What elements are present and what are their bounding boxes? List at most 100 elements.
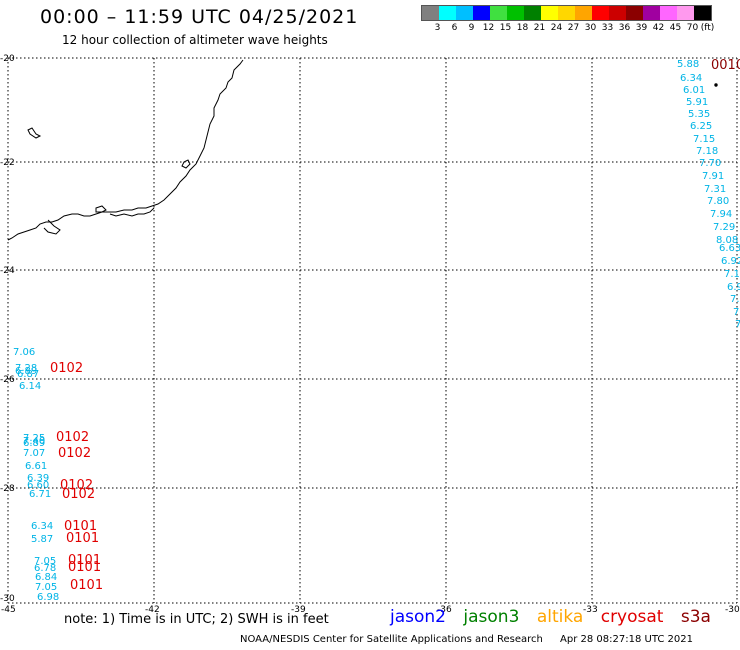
legend-swatch <box>456 6 473 20</box>
coastline <box>7 59 718 241</box>
pass-time-label: 0102 <box>60 478 93 493</box>
legend-swatch <box>473 6 490 20</box>
pass-time-label: 0101 <box>70 578 103 593</box>
wave-height-value: 6.25 <box>690 121 712 132</box>
wave-height-value: 6.89 <box>15 366 37 377</box>
wave-height-value: 6.34 <box>680 73 702 84</box>
satellite-track-east: 5.88 6.34 6.01 5.91 5.35 6.25 7.15 7.18 … <box>677 58 740 330</box>
wave-height-value: 8.08 <box>716 235 738 246</box>
legend-swatch <box>677 6 694 20</box>
wave-height-value: 6.87 <box>17 369 39 380</box>
legend-label: 39 <box>635 23 648 33</box>
legend-label: 30 <box>584 23 597 33</box>
lat-label: -22 <box>0 158 15 168</box>
legend-color-scale <box>421 5 712 21</box>
legend-label: 24 <box>550 23 563 33</box>
wave-height-value: 7.28 <box>15 363 37 374</box>
wave-height-value: 7.07 <box>23 448 45 459</box>
map-grid <box>7 57 738 604</box>
wave-height-value: 7.94 <box>710 209 732 220</box>
legend-label: 18 <box>516 23 529 33</box>
pass-time-label: 0101 <box>68 553 101 568</box>
legend-label: 36 <box>618 23 631 33</box>
legend-swatch <box>694 6 711 20</box>
lat-label: -28 <box>0 484 15 494</box>
lon-label: -33 <box>583 605 598 615</box>
wave-height-value: 6.84 <box>35 572 57 583</box>
wave-height-value: 6.14 <box>19 381 41 392</box>
lon-label: -30 <box>725 605 740 615</box>
pass-time-label: 0101 <box>64 519 97 534</box>
wave-height-value: 7.80 <box>707 196 729 207</box>
legend-swatch <box>490 6 507 20</box>
wave-height-value: 7.91 <box>702 171 724 182</box>
legend-swatch <box>422 6 439 20</box>
units-note: note: 1) Time is in UTC; 2) SWH is in fe… <box>64 612 329 627</box>
satellite-name-s3a: s3a <box>680 607 711 627</box>
lon-label: -42 <box>145 605 160 615</box>
wave-height-value: 7.40 <box>23 436 45 447</box>
legend-label: 42 <box>652 23 665 33</box>
wave-height-value: 7. <box>735 319 740 330</box>
wave-height-value: 7.31 <box>704 184 726 195</box>
lon-label: -45 <box>1 605 16 615</box>
latitude-labels: -20 -22 -24 -26 -28 -30 <box>0 54 15 604</box>
lon-label: -36 <box>437 605 452 615</box>
legend-label: 70 <box>686 23 699 33</box>
legend-label: 6 <box>451 23 458 33</box>
pass-time-label: 0101 <box>68 560 101 575</box>
wave-height-value: 6.39 <box>27 473 49 484</box>
wave-height-value: 7. <box>733 307 740 318</box>
wave-height-value: 6.01 <box>683 85 705 96</box>
wave-height-value: 6.9 <box>727 282 740 293</box>
map-subtitle: 12 hour collection of altimeter wave hei… <box>62 33 328 47</box>
map-title: 00:00 – 11:59 UTC 04/25/2021 <box>40 6 359 28</box>
legend-swatch <box>626 6 643 20</box>
legend-label: 21 <box>533 23 546 33</box>
wave-height-legend: 3 6 9 12 15 18 21 24 27 30 33 36 39 42 45 70 (ft) <box>421 5 715 33</box>
wave-height-value: 7.05 <box>35 582 57 593</box>
legend-tick-labels: 3 6 9 12 15 18 21 24 27 30 33 36 39 42 45 70 (ft) <box>421 21 715 33</box>
legend-swatch <box>660 6 677 20</box>
legend-swatch <box>524 6 541 20</box>
wave-height-value: 7.1 <box>724 269 740 280</box>
wave-height-value: 7.70 <box>699 158 721 169</box>
lon-label: -39 <box>291 605 306 615</box>
credit-text: NOAA/NESDIS Center for Satellite Applica… <box>240 634 543 645</box>
legend-swatch <box>541 6 558 20</box>
pass-time-label: 0102 <box>58 446 91 461</box>
satellite-track-west: 7.06 7.28 6.89 6.87 6.14 7.25 7.40 6.89 … <box>13 347 103 603</box>
legend-swatch <box>575 6 592 20</box>
wave-height-value: 6.71 <box>29 489 51 500</box>
legend-swatch <box>507 6 524 20</box>
pass-time-label: 0010 <box>711 58 740 73</box>
legend-swatch <box>609 6 626 20</box>
wave-height-value: 5.88 <box>677 59 699 70</box>
legend-swatch <box>643 6 660 20</box>
satellite-name-jason3: jason3 <box>463 607 520 627</box>
wave-height-value: 7.29 <box>713 222 735 233</box>
legend-swatch <box>558 6 575 20</box>
lat-label: -30 <box>0 594 15 604</box>
legend-label: 15 <box>499 23 512 33</box>
wave-height-value: 5.35 <box>688 109 710 120</box>
wave-height-value: 5.87 <box>31 534 53 545</box>
wave-height-value: 7.06 <box>13 347 35 358</box>
legend-swatch <box>592 6 609 20</box>
wave-height-value: 7.18 <box>696 146 718 157</box>
lat-label: -26 <box>0 375 15 385</box>
wave-height-value: 6.98 <box>37 592 59 603</box>
legend-label: 9 <box>468 23 475 33</box>
lat-label: -24 <box>0 266 15 276</box>
legend-label: 3 <box>434 23 441 33</box>
wave-height-value: 7.25 <box>23 433 45 444</box>
legend-unit: (ft) <box>700 23 715 33</box>
wave-height-value: 6.63 <box>719 243 740 254</box>
legend-swatch <box>439 6 456 20</box>
wave-height-value: 6.78 <box>34 563 56 574</box>
legend-label: 12 <box>482 23 495 33</box>
pass-time-label: 0102 <box>50 361 83 376</box>
pass-time-label: 0102 <box>56 430 89 445</box>
wave-height-value: 5.91 <box>686 97 708 108</box>
